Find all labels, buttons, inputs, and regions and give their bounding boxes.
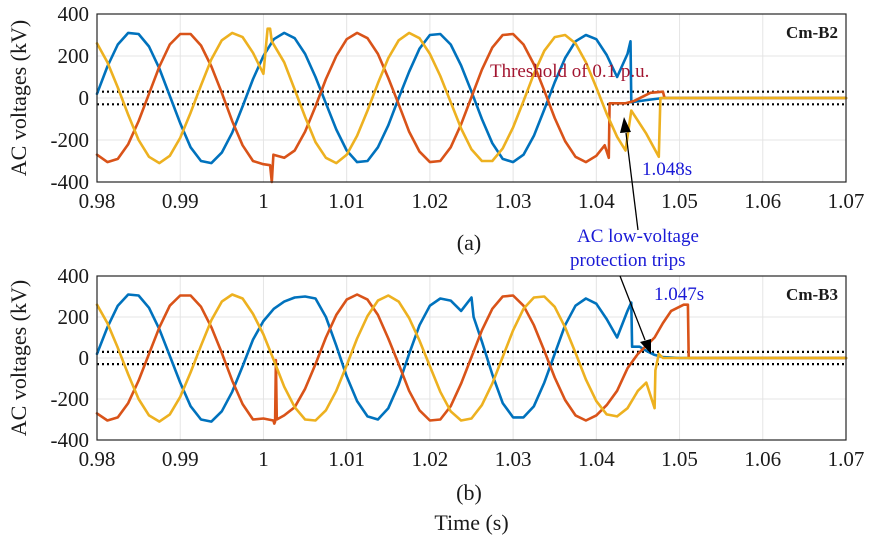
plot-frame (96, 13, 847, 183)
y-tick-label: -400 (51, 170, 90, 194)
x-tick-label: 1.05 (661, 189, 698, 213)
y-tick-label: 0 (79, 86, 90, 110)
x-tick-label: 1.04 (578, 189, 615, 213)
x-tick-label: 1.05 (661, 447, 698, 471)
series-line-3 (95, 293, 848, 423)
y-tick-label: 400 (58, 2, 90, 26)
x-tick-label: 0.99 (162, 447, 199, 471)
y-tick-label: -200 (51, 128, 90, 152)
x-tick-label: 1.06 (744, 189, 781, 213)
trip-label-line2: protection trips (570, 250, 686, 271)
y-tick-label: 200 (58, 44, 90, 68)
x-tick-label: 0.98 (79, 447, 116, 471)
trip-arrow-a (620, 117, 639, 231)
x-tick-label: 1.02 (412, 189, 449, 213)
x-tick-label: 1.03 (495, 189, 532, 213)
trip-time-label-b: 1.047s (654, 284, 704, 305)
x-tick-label: 1.02 (412, 447, 449, 471)
trip-arrow-b (619, 275, 651, 354)
y-tick-label: 0 (79, 346, 90, 370)
x-axis-label: Time (s) (434, 510, 508, 535)
x-tick-label: 1.03 (495, 447, 532, 471)
y-tick-label: -200 (51, 387, 90, 411)
y-tick-label: 200 (58, 305, 90, 329)
y-axis-label: AC voltages (kV) (6, 280, 31, 436)
panel-caption: (a) (457, 230, 481, 255)
series-line-2 (95, 31, 848, 184)
x-tick-label: 0.98 (79, 189, 116, 213)
y-tick-label: -400 (51, 428, 90, 452)
x-tick-label: 1 (258, 189, 269, 213)
panel-caption: (b) (456, 480, 482, 505)
x-tick-label: 1.07 (828, 189, 865, 213)
threshold-label: Threshold of 0.1 p.u. (490, 61, 649, 82)
x-tick-label: 1.04 (578, 447, 615, 471)
x-tick-label: 1.01 (328, 447, 365, 471)
panel-tag: Cm-B2 (786, 23, 838, 42)
trip-label-line1: AC low-voltage (577, 226, 699, 247)
x-tick-label: 0.99 (162, 189, 199, 213)
trip-time-label-a: 1.048s (642, 159, 692, 180)
series-line-2 (95, 293, 848, 425)
series-line-3 (95, 27, 848, 165)
x-tick-label: 1.01 (328, 189, 365, 213)
series-line-1 (95, 31, 848, 165)
series-line-1 (95, 293, 848, 423)
y-axis-label: AC voltages (kV) (6, 20, 31, 176)
x-tick-label: 1 (258, 447, 269, 471)
x-tick-label: 1.07 (828, 447, 865, 471)
panel-a: 0.98 0.99 1 1.01 1.02 1.03 1.04 1.05 1.06 1.07 400… (6, 2, 864, 255)
panel-tag: Cm-B3 (786, 285, 838, 304)
x-tick-label: 1.06 (744, 447, 781, 471)
y-tick-label: 400 (58, 264, 90, 288)
panel-b: 0.98 0.99 1 1.01 1.02 1.03 1.04 1.05 1.06 1.07 400… (6, 264, 864, 535)
plot-frame (96, 275, 847, 441)
